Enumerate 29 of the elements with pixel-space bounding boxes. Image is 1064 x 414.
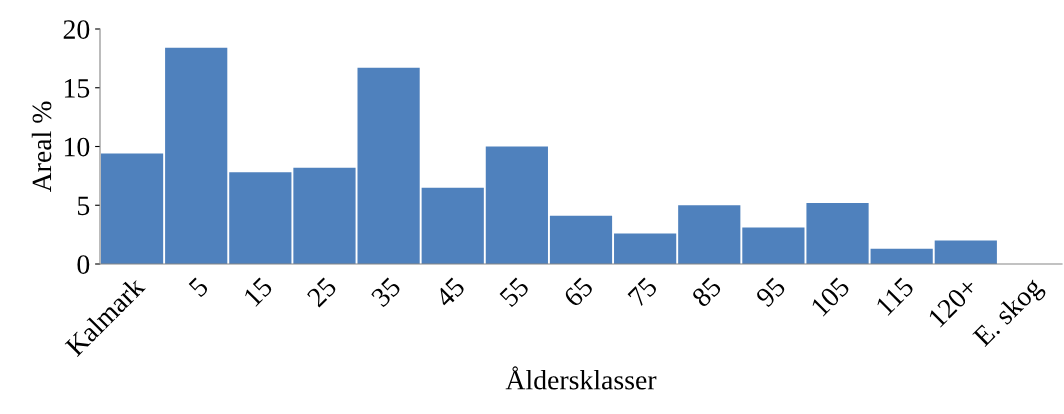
x-tick-label: 55 [499,276,530,308]
bar [549,215,613,264]
y-tick-label: 10 [64,137,90,157]
bar [229,172,292,264]
bar [934,240,997,264]
y-tick-label: 15 [64,79,90,98]
x-axis-title: Åldersklasser [505,366,657,390]
x-tick-label: 45 [434,276,466,309]
bar [870,248,933,264]
x-tick-label: 85 [690,276,723,308]
y-tick-label: 5 [78,196,90,216]
bar [485,146,548,264]
x-tick-label: 65 [562,276,595,308]
bar [678,205,741,264]
x-tick-label: 15 [243,276,274,307]
x-tick-label: 35 [370,276,402,308]
x-tick-label: 105 [810,276,851,317]
x-tick-label: 75 [627,276,659,308]
bar [614,233,677,264]
x-tick-label: 115 [875,276,915,316]
bar [165,47,228,264]
y-tick-label: 0 [77,255,90,274]
bar [100,153,164,264]
x-tick-label: 25 [306,276,338,308]
x-tick-label: 5 [188,276,210,298]
y-axis-title: Areal % [31,101,52,193]
y-tick-label: 20 [63,20,90,39]
bar [421,187,484,264]
x-tick-label: 95 [755,276,787,308]
